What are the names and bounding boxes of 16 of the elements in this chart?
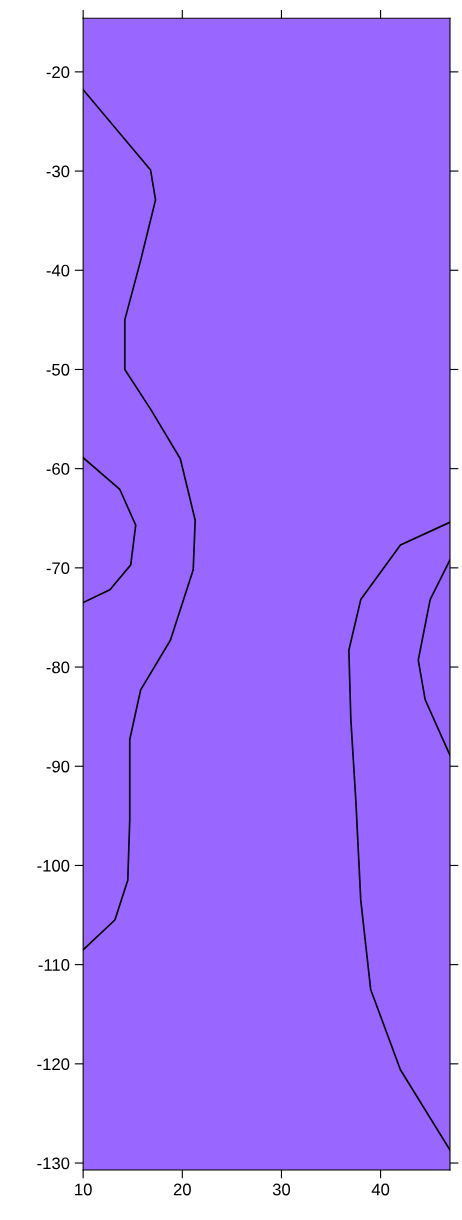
y-tick-label: -70 [46, 562, 70, 575]
y-tick-label: -40 [46, 264, 70, 277]
y-tick-label: -20 [46, 66, 70, 79]
x-tick-label: 30 [272, 1183, 291, 1196]
y-tick-label: -60 [46, 463, 70, 475]
y-tick-label: -90 [46, 760, 70, 773]
y-tick-label: -80 [46, 661, 70, 674]
y-tick-label: -50 [46, 363, 70, 376]
x-tick-label: 10 [75, 1183, 92, 1196]
x-tick-label: 40 [371, 1183, 390, 1196]
y-tick-label: -30 [46, 165, 70, 178]
y-tick-label: -100 [37, 859, 70, 872]
y-tick-label: -110 [38, 959, 70, 971]
y-tick-label: -130 [37, 1157, 70, 1170]
y-tick-label: -120 [37, 1058, 70, 1071]
x-tick-label: 20 [173, 1183, 191, 1196]
